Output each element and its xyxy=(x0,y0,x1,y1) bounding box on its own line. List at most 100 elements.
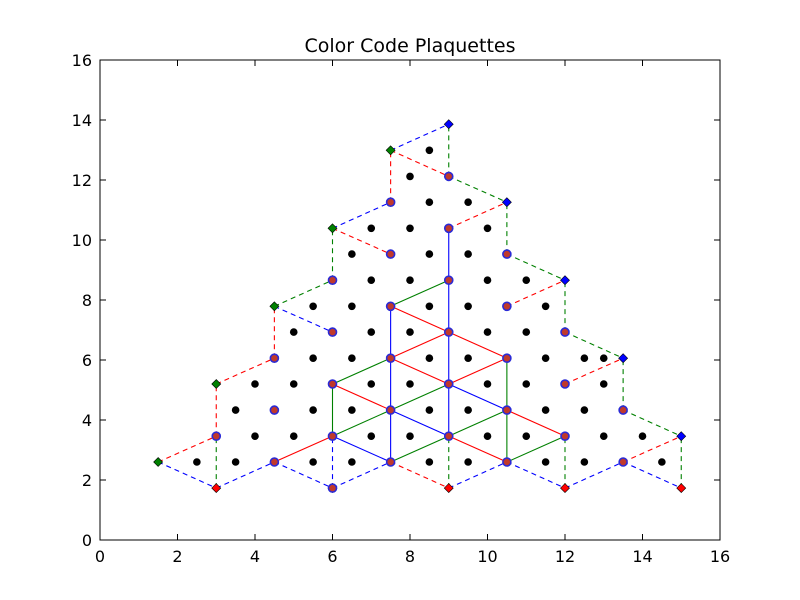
lattice-vertex-marker xyxy=(443,379,454,389)
qubit-marker xyxy=(406,172,414,181)
qubit-marker xyxy=(483,276,492,285)
plaquette-edge xyxy=(506,409,566,437)
qubit-marker xyxy=(425,250,434,258)
plaquette-edge xyxy=(332,409,391,437)
lattice-vertex-marker xyxy=(560,327,570,337)
green-diamond-marker xyxy=(153,457,164,467)
qubit-marker xyxy=(522,432,531,441)
y-tick-label: 16 xyxy=(72,51,92,70)
boundary-edge xyxy=(274,461,333,489)
qubit-marker xyxy=(231,458,240,466)
plaquette-edge xyxy=(390,383,449,411)
y-tick-label: 10 xyxy=(72,231,92,250)
red-diamond-marker xyxy=(443,483,454,494)
qubit-marker xyxy=(251,380,259,388)
y-tick-label: 0 xyxy=(82,531,92,550)
boundary-edge xyxy=(274,279,333,307)
green-diamond-marker xyxy=(385,145,396,156)
boundary-edge xyxy=(216,357,275,385)
boundary-edge xyxy=(564,331,624,359)
qubit-marker xyxy=(289,328,298,336)
boundary-edge xyxy=(157,461,217,489)
plaquette-edge xyxy=(448,357,508,385)
qubit-marker xyxy=(464,406,472,414)
plaquette-edge xyxy=(506,435,566,463)
qubit-marker xyxy=(425,146,434,155)
lattice-vertex-marker xyxy=(502,457,512,467)
qubit-marker xyxy=(522,276,531,285)
lattice-vertex-marker xyxy=(502,301,512,312)
x-tick-label: 16 xyxy=(710,547,730,566)
qubit-marker xyxy=(289,380,298,388)
qubit-marker xyxy=(309,302,317,311)
lattice-vertex-marker xyxy=(385,405,396,415)
qubit-marker xyxy=(309,458,317,466)
qubit-marker xyxy=(193,458,201,466)
boundary-edge xyxy=(506,253,566,281)
qubit-marker xyxy=(658,458,666,466)
plaquette-edge xyxy=(448,331,508,359)
plaquette-edge xyxy=(390,357,449,385)
qubit-marker xyxy=(580,458,589,466)
y-tick-label: 12 xyxy=(72,171,92,190)
y-tick-label: 6 xyxy=(82,351,92,370)
lattice-vertex-marker xyxy=(443,275,454,286)
qubit-marker xyxy=(367,276,376,285)
boundary-edge xyxy=(564,357,624,385)
boundary-edge xyxy=(564,461,624,489)
x-tick-label: 2 xyxy=(172,547,182,566)
plaquette-edge xyxy=(332,435,391,463)
boundary-edge xyxy=(622,461,682,489)
qubit-marker xyxy=(425,302,434,311)
plaquette-edges xyxy=(157,123,682,489)
qubit-marker xyxy=(464,458,472,466)
qubit-marker xyxy=(367,328,376,336)
y-tick-label: 14 xyxy=(72,111,92,130)
qubit-marker xyxy=(309,406,317,414)
plaquette-edge xyxy=(448,409,508,437)
red-diamond-marker xyxy=(676,483,687,494)
qubit-marker xyxy=(406,380,414,388)
qubit-marker xyxy=(348,250,356,258)
qubit-marker xyxy=(541,354,550,363)
qubit-marker xyxy=(541,302,550,311)
lattice-vertex-marker xyxy=(269,457,280,467)
lattice-vertex-marker xyxy=(327,275,338,286)
lattice-vertex-marker xyxy=(385,301,396,312)
qubit-marker xyxy=(425,458,434,466)
blue-diamond-marker xyxy=(501,197,512,208)
lattice-vertex-marker xyxy=(502,353,512,364)
x-tick-label: 4 xyxy=(250,547,260,566)
qubit-marker xyxy=(483,380,492,388)
qubit-marker xyxy=(367,224,376,233)
boundary-edge xyxy=(390,123,449,151)
plaquette-edge xyxy=(390,409,449,437)
lattice-vertex-marker xyxy=(269,405,280,415)
x-tick-label: 0 xyxy=(95,547,105,566)
boundary-edge xyxy=(506,279,566,307)
lattice-vertex-marker xyxy=(385,249,396,259)
boundary-edge xyxy=(448,201,508,229)
blue-diamond-marker xyxy=(618,353,629,364)
boundary-edge xyxy=(622,435,682,463)
lattice-vertex-marker xyxy=(385,353,396,364)
plaquette-edge xyxy=(390,305,449,333)
qubit-marker xyxy=(348,302,356,311)
lattice-vertex-marker xyxy=(502,249,512,259)
lattice-vertex-marker xyxy=(560,379,570,389)
boundary-edge xyxy=(274,305,333,333)
y-tick-label: 2 xyxy=(82,471,92,490)
red-diamond-marker xyxy=(560,483,570,494)
boundary-edge xyxy=(332,461,391,489)
boundary-edge xyxy=(332,201,391,229)
qubit-marker xyxy=(580,406,589,414)
boundary-edge xyxy=(448,461,508,489)
plaquette-edge xyxy=(274,435,333,463)
qubit-marker xyxy=(580,354,589,363)
qubit-marker xyxy=(464,198,472,206)
qubit-marker xyxy=(483,432,492,441)
qubit-marker xyxy=(522,328,531,336)
qubit-marker xyxy=(522,380,531,388)
